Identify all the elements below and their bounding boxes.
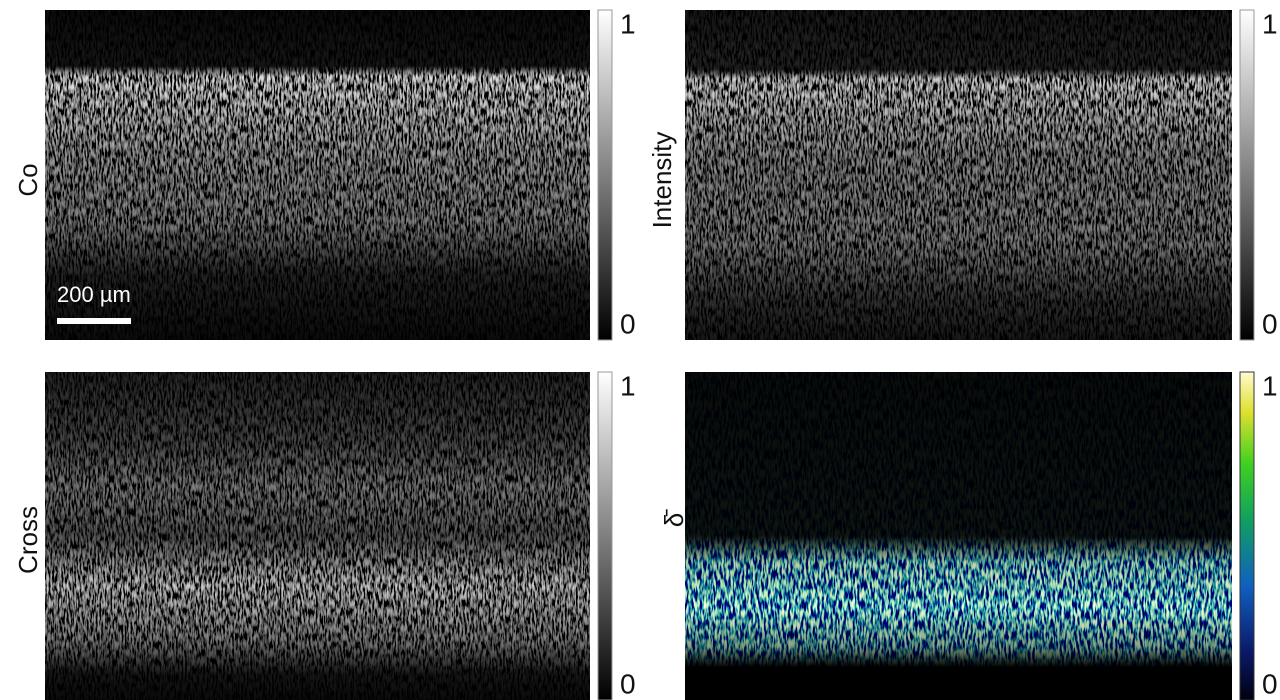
colorbar bbox=[598, 10, 612, 340]
colorbar-max: 1 bbox=[1262, 8, 1278, 39]
colorbar-min: 0 bbox=[620, 308, 636, 339]
panel: Co 1 0 200 µm bbox=[13, 8, 636, 340]
scale-bar bbox=[57, 318, 131, 324]
row-label: Intensity bbox=[647, 132, 677, 229]
panel: Cross 1 0 bbox=[13, 370, 636, 700]
image-texture bbox=[685, 372, 1232, 700]
colorbar bbox=[1240, 10, 1254, 340]
colorbar-min: 0 bbox=[620, 668, 636, 699]
scale-bar-label: 200 µm bbox=[57, 282, 131, 307]
row-label: Co bbox=[13, 163, 43, 196]
colorbar bbox=[1240, 372, 1254, 700]
colorbar-max: 1 bbox=[1262, 370, 1278, 401]
image-texture bbox=[685, 10, 1232, 340]
image-texture bbox=[45, 372, 590, 700]
colorbar-min: 0 bbox=[1262, 668, 1278, 699]
panel: δ̄ 1 0 bbox=[659, 370, 1278, 700]
colorbar-max: 1 bbox=[620, 8, 636, 39]
panel: Intensity 1 0 bbox=[647, 8, 1278, 340]
colorbar-max: 1 bbox=[620, 370, 636, 401]
colorbar-min: 0 bbox=[1262, 308, 1278, 339]
row-label: Cross bbox=[13, 506, 43, 574]
row-label: δ̄ bbox=[659, 509, 689, 527]
colorbar bbox=[598, 372, 612, 700]
figure: Co 1 0 200 µm Intensity 1 0 Cross 1 0 δ̄ 1 0 bbox=[0, 0, 1280, 700]
